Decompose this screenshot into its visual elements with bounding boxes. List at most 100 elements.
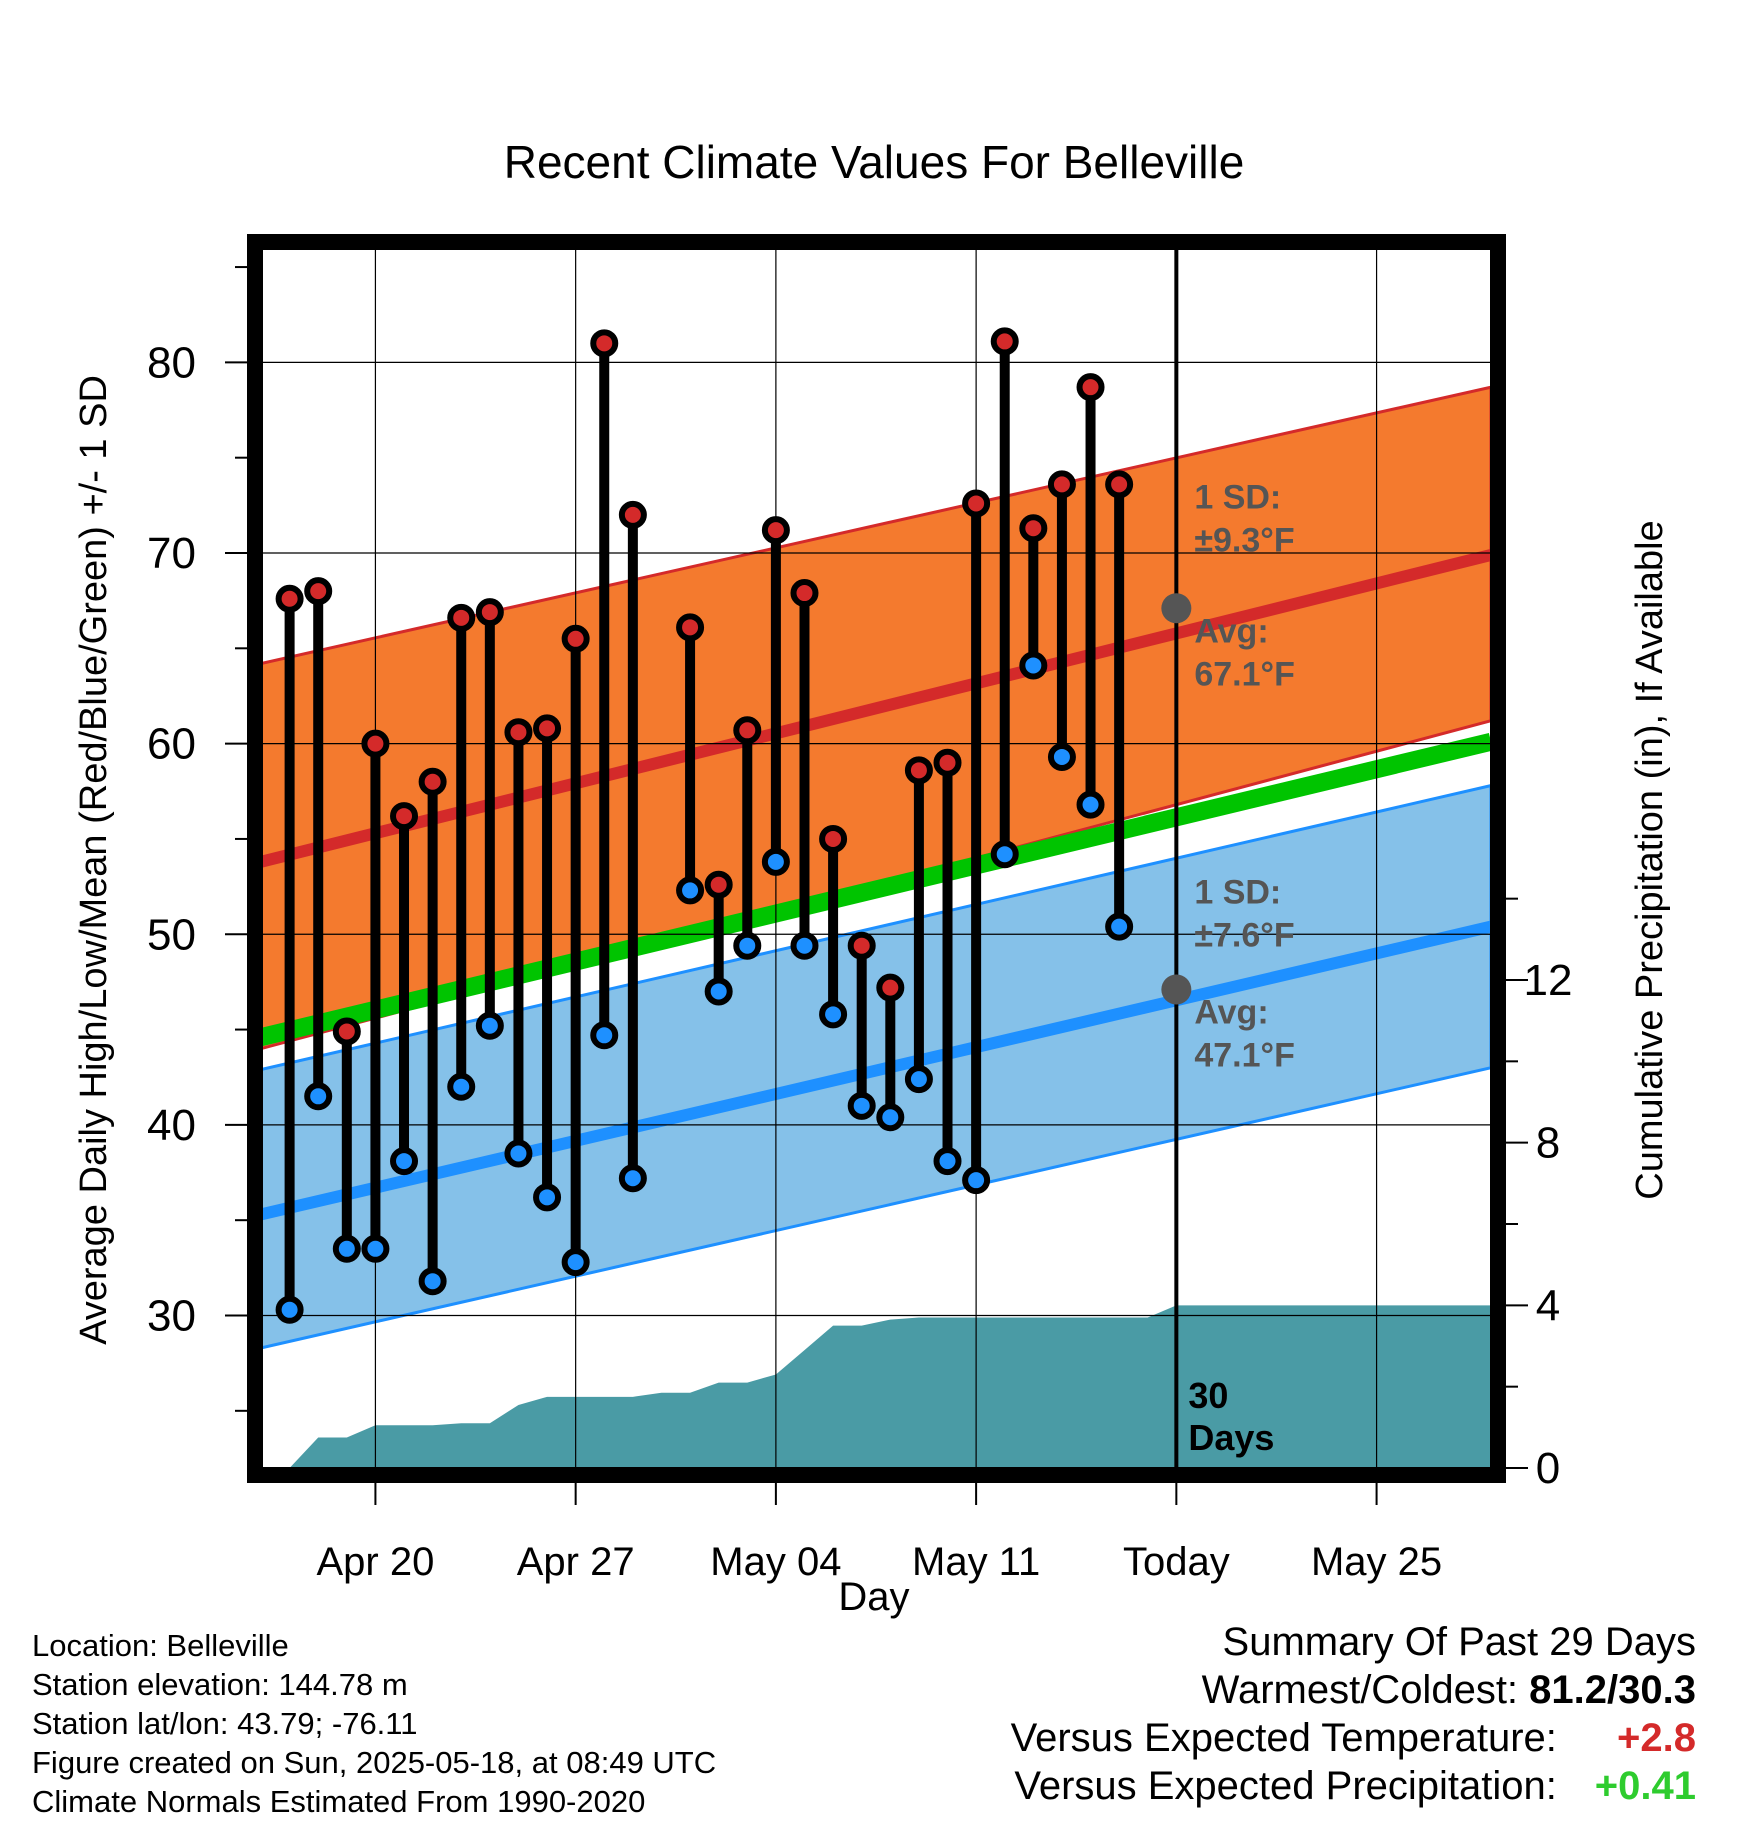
- daily-high-point: [733, 716, 762, 745]
- temp-value: +2.8: [1617, 1716, 1696, 1760]
- daily-low-point: [904, 1065, 933, 1094]
- y-tick-label-right: 12: [1524, 956, 1573, 1005]
- y-tick-label-left: 80: [147, 338, 196, 387]
- daily-low-point: [332, 1234, 361, 1263]
- precip-label: Versus Expected Precipitation:: [1014, 1764, 1557, 1808]
- precip-value: +0.41: [1594, 1764, 1696, 1808]
- summary-temp: Versus Expected Temperature: +2.8: [1011, 1714, 1696, 1762]
- daily-high-point: [533, 714, 562, 743]
- y-tick-label-left: 70: [147, 529, 196, 578]
- daily-low-point: [1047, 742, 1076, 771]
- summary-title: Summary Of Past 29 Days: [1222, 1620, 1696, 1664]
- y-tick-label-right: 4: [1536, 1281, 1560, 1330]
- location-text: Location: Belleville: [32, 1628, 289, 1663]
- chart-title: Recent Climate Values For Belleville: [504, 136, 1245, 188]
- station-info: Location: Belleville Station elevation: …: [32, 1626, 716, 1821]
- y-tick-label-left: 50: [147, 910, 196, 959]
- summary-precip: Versus Expected Precipitation: +0.41: [1011, 1762, 1696, 1810]
- daily-low-point: [1105, 912, 1134, 941]
- elevation-text: Station elevation: 144.78 m: [32, 1667, 408, 1702]
- daily-low-point: [561, 1248, 590, 1277]
- daily-high-point: [962, 489, 991, 518]
- latlon-text: Station lat/lon: 43.79; -76.11: [32, 1706, 418, 1741]
- precip-area: [289, 1305, 1491, 1468]
- daily-high-point: [390, 802, 419, 831]
- daily-high-point: [819, 824, 848, 853]
- warm-cold-label: Warmest/Coldest:: [1201, 1668, 1519, 1712]
- daily-low-point: [475, 1011, 504, 1040]
- daily-low-point: [876, 1103, 905, 1132]
- daily-low-point: [275, 1295, 304, 1324]
- low-sd-value: ±7.6°F: [1194, 917, 1294, 955]
- x-tick-label: May 04: [710, 1540, 841, 1584]
- daily-high-point: [590, 329, 619, 358]
- daily-high-point: [847, 931, 876, 960]
- created-text: Figure created on Sun, 2025-05-18, at 08…: [32, 1745, 717, 1780]
- daily-low-point: [618, 1164, 647, 1193]
- daily-high-point: [561, 624, 590, 653]
- warm-cold-value: 81.2/30.3: [1529, 1668, 1696, 1712]
- y-tick-label-left: 30: [147, 1292, 196, 1341]
- low-normal-line: [261, 920, 1491, 1221]
- high-avg-value: 67.1°F: [1194, 655, 1295, 693]
- daily-high-point: [418, 767, 447, 796]
- plot-frame: [247, 234, 1506, 1483]
- daily-low-point: [304, 1082, 333, 1111]
- daily-high-point: [876, 973, 905, 1002]
- window-label-number: 30: [1188, 1375, 1228, 1416]
- y-axis-label-left: Average Daily High/Low/Mean (Red/Blue/Gr…: [73, 375, 115, 1345]
- daily-low-point: [504, 1139, 533, 1168]
- high-avg-label: Avg:: [1194, 612, 1268, 650]
- daily-high-point: [1105, 470, 1134, 499]
- daily-low-point: [533, 1183, 562, 1212]
- daily-low-point: [962, 1166, 991, 1195]
- daily-low-point: [418, 1267, 447, 1296]
- summary-warm-cold: Warmest/Coldest: 81.2/30.3: [1011, 1666, 1696, 1714]
- daily-low-point: [704, 977, 733, 1006]
- daily-low-point: [676, 876, 705, 905]
- daily-high-point: [1076, 373, 1105, 402]
- x-tick-label: Apr 20: [316, 1540, 434, 1584]
- daily-low-point: [590, 1021, 619, 1050]
- daily-high-point: [332, 1017, 361, 1046]
- daily-high-point: [1137, 0, 1159, 11]
- temp-label: Versus Expected Temperature:: [1010, 1716, 1557, 1760]
- daily-high-point: [933, 748, 962, 777]
- daily-high-point: [761, 516, 790, 545]
- daily-high-point: [990, 327, 1019, 356]
- daily-high-point: [618, 500, 647, 529]
- daily-high-point: [504, 718, 533, 747]
- daily-high-point: [676, 613, 705, 642]
- daily-high-point: [790, 579, 819, 608]
- y-tick-label-right: 0: [1536, 1444, 1560, 1493]
- daily-high-point: [475, 598, 504, 627]
- summary-panel: Summary Of Past 29 Days Warmest/Coldest:…: [1011, 1618, 1696, 1810]
- daily-low-point: [761, 847, 790, 876]
- daily-low-point: [790, 931, 819, 960]
- window-label-days: Days: [1188, 1417, 1274, 1458]
- y-tick-label-left: 40: [147, 1101, 196, 1150]
- daily-low-point: [361, 1234, 390, 1263]
- daily-high-point: [904, 756, 933, 785]
- x-tick-label: Apr 27: [517, 1540, 635, 1584]
- low-sd-label: 1 SD:: [1194, 874, 1281, 912]
- x-tick-label: Today: [1123, 1540, 1230, 1584]
- y-tick-label-right: 8: [1536, 1119, 1560, 1168]
- daily-low-point: [819, 1000, 848, 1029]
- daily-high-point: [704, 870, 733, 899]
- daily-low-point: [847, 1091, 876, 1120]
- high-sd-label: 1 SD:: [1194, 478, 1281, 516]
- daily-high-point: [304, 577, 333, 606]
- high-sd-value: ±9.3°F: [1194, 521, 1294, 559]
- today-high-normal-marker: [1161, 593, 1192, 624]
- y-axis-label-right: Cumulative Precipitation (in), If Availa…: [1629, 520, 1671, 1199]
- daily-high-point: [447, 603, 476, 632]
- daily-low-point: [1137, 0, 1159, 11]
- x-axis-label: Day: [838, 1575, 909, 1619]
- daily-low-point: [733, 931, 762, 960]
- low-avg-label: Avg:: [1194, 994, 1268, 1032]
- daily-low-point: [1019, 651, 1048, 680]
- climate-chart: Recent Climate Values For Belleville 1 S…: [73, 0, 1671, 1619]
- x-tick-label: May 25: [1311, 1540, 1442, 1584]
- daily-high-point: [1019, 514, 1048, 543]
